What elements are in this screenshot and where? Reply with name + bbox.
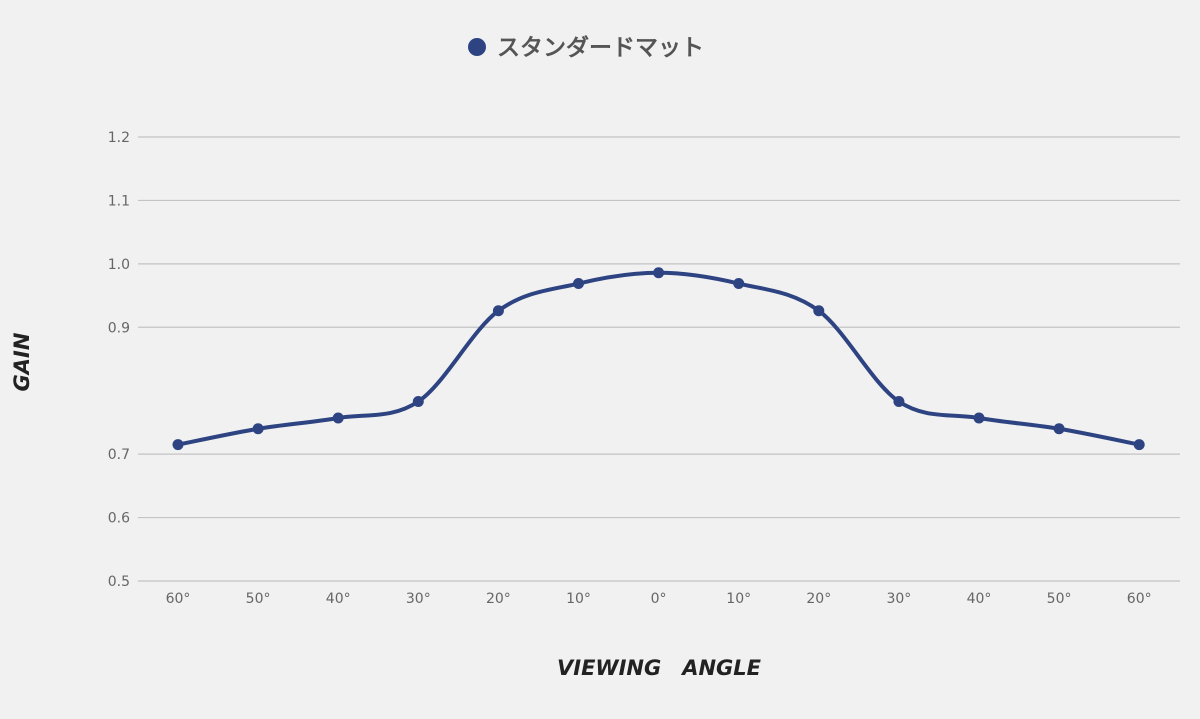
y-axis-title: GAIN — [10, 332, 34, 391]
data-point — [573, 278, 584, 290]
x-tick-label: 50° — [246, 591, 271, 607]
data-point — [973, 412, 985, 424]
series-line — [177, 270, 1140, 447]
x-tick-label: 50° — [1047, 591, 1072, 607]
x-tick-label: 60° — [166, 591, 191, 607]
x-axis-title: VIEWING ANGLE — [557, 656, 762, 680]
x-tick-label: 40° — [967, 591, 992, 607]
y-tick-label: 1.1 — [108, 193, 130, 209]
data-point — [252, 423, 264, 435]
data-point — [492, 305, 504, 317]
x-tick-label: 20° — [806, 591, 831, 607]
x-tick-label: 0° — [651, 591, 667, 607]
y-tick-label: 0.7 — [108, 447, 130, 463]
x-tick-label: 10° — [566, 591, 591, 607]
x-tick-label: 40° — [326, 591, 351, 607]
x-axis-ticks: 60° 50° 40° 30° 20° 10° 0° 10° 20° 30° 40° 50° 60° — [166, 591, 1152, 607]
x-tick-label: 60° — [1127, 591, 1152, 607]
data-point — [412, 395, 424, 407]
y-axis-ticks: 1.2 1.1 1.0 0.9 0.7 0.6 0.5 — [108, 130, 130, 590]
x-tick-label: 30° — [886, 591, 911, 607]
legend-marker — [468, 38, 486, 56]
y-tick-label: 0.5 — [108, 574, 130, 590]
x-tick-label: 10° — [726, 591, 751, 607]
data-point — [893, 395, 905, 407]
data-point — [172, 439, 184, 451]
y-tick-label: 0.6 — [108, 511, 130, 527]
data-point — [1133, 439, 1145, 451]
x-tick-label: 30° — [406, 591, 431, 607]
y-tick-label: 1.0 — [108, 257, 130, 273]
legend-label: スタンダードマット — [497, 34, 704, 61]
y-tick-label: 0.9 — [108, 320, 130, 336]
data-point — [1053, 423, 1065, 435]
y-tick-label: 1.2 — [108, 130, 130, 146]
data-point — [733, 278, 745, 290]
series-layer — [172, 267, 1145, 451]
data-point — [332, 412, 344, 424]
x-tick-label: 20° — [486, 591, 511, 607]
legend: スタンダードマット — [468, 34, 704, 61]
data-point — [653, 267, 665, 279]
gridlines — [138, 136, 1180, 582]
data-point — [813, 305, 825, 317]
